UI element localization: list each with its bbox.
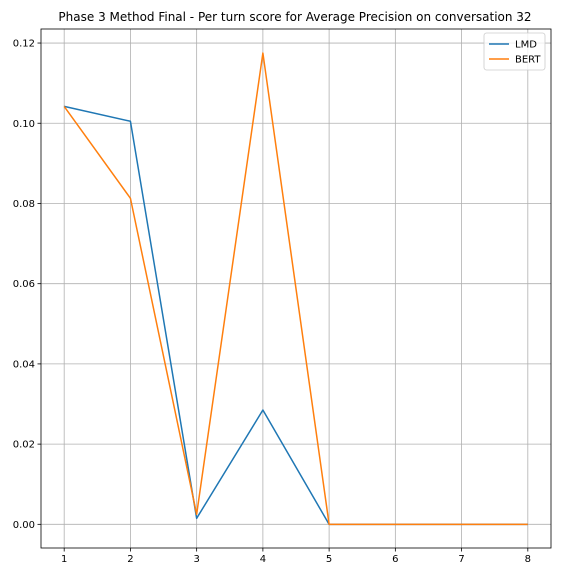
legend-label-bert: BERT bbox=[515, 55, 541, 66]
x-tick-label: 3 bbox=[193, 554, 199, 565]
x-tick-label: 7 bbox=[458, 554, 464, 565]
legend: LMD BERT bbox=[483, 32, 546, 71]
x-axis-ticks: 1 2 3 4 5 6 7 8 bbox=[61, 548, 531, 565]
series-line-bert bbox=[63, 52, 528, 526]
chart-title: Phase 3 Method Final - Per turn score fo… bbox=[58, 10, 531, 24]
y-tick-label: 0.02 bbox=[13, 440, 35, 451]
y-tick-label: 0.10 bbox=[13, 119, 35, 130]
x-tick-label: 8 bbox=[525, 554, 531, 565]
y-tick-label: 0.12 bbox=[13, 39, 35, 50]
y-tick-label: 0.04 bbox=[13, 359, 35, 370]
y-tick-label: 0.06 bbox=[13, 279, 35, 290]
series-lines bbox=[63, 52, 528, 526]
y-tick-label: 0.08 bbox=[13, 199, 35, 210]
plot-frame bbox=[40, 28, 552, 549]
legend-box bbox=[483, 32, 546, 71]
x-tick-label: 6 bbox=[392, 554, 398, 565]
x-tick-label: 2 bbox=[127, 554, 133, 565]
legend-label-lmd: LMD bbox=[515, 40, 537, 51]
x-tick-label: 1 bbox=[61, 554, 67, 565]
grid bbox=[41, 29, 551, 548]
axes bbox=[40, 28, 552, 549]
x-tick-label: 4 bbox=[260, 554, 266, 565]
x-tick-label: 5 bbox=[326, 554, 332, 565]
series-line-lmd bbox=[64, 105, 528, 526]
y-tick-label: 0.00 bbox=[13, 520, 35, 531]
y-axis-ticks: 0.00 0.02 0.04 0.06 0.08 0.10 0.12 bbox=[13, 39, 41, 531]
